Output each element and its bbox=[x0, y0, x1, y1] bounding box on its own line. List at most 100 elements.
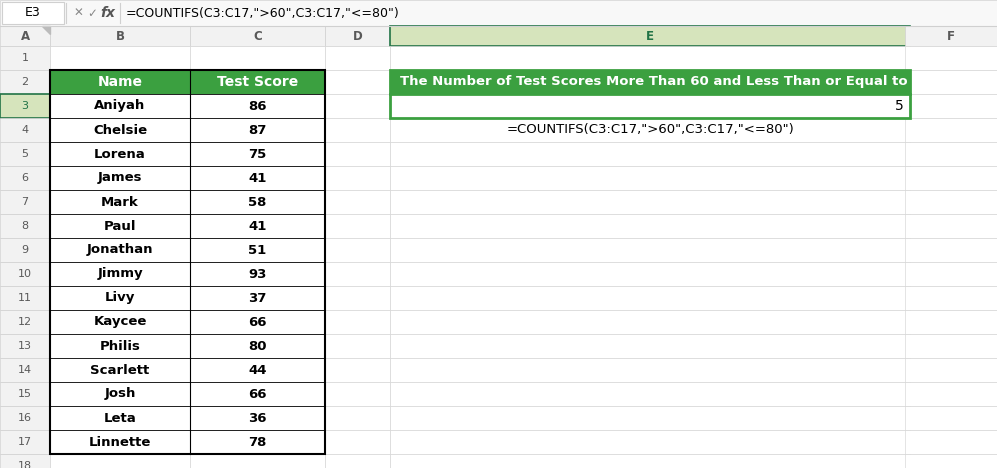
Bar bbox=[390, 214, 910, 238]
Bar bbox=[390, 118, 910, 142]
Bar bbox=[325, 454, 390, 468]
Bar bbox=[190, 262, 325, 286]
Bar bbox=[50, 166, 190, 190]
Bar bbox=[0, 454, 50, 468]
Text: The Number of Test Scores More Than 60 and Less Than or Equal to 80: The Number of Test Scores More Than 60 a… bbox=[400, 75, 931, 88]
Bar bbox=[905, 310, 997, 334]
Text: ✕: ✕ bbox=[73, 7, 83, 20]
Bar bbox=[50, 406, 190, 430]
Bar bbox=[325, 286, 390, 310]
Text: =COUNTIFS(C3:C17,">60",C3:C17,"<=80"): =COUNTIFS(C3:C17,">60",C3:C17,"<=80") bbox=[126, 7, 400, 20]
Bar bbox=[0, 166, 50, 190]
Text: =COUNTIFS(C3:C17,">60",C3:C17,"<=80"): =COUNTIFS(C3:C17,">60",C3:C17,"<=80") bbox=[506, 124, 794, 137]
Bar bbox=[190, 358, 325, 382]
Text: 36: 36 bbox=[248, 411, 267, 424]
Text: 16: 16 bbox=[18, 413, 32, 423]
Bar bbox=[50, 190, 190, 214]
Text: 4: 4 bbox=[22, 125, 29, 135]
Text: Kaycee: Kaycee bbox=[94, 315, 147, 329]
Bar bbox=[0, 26, 50, 46]
Bar bbox=[0, 190, 50, 214]
Bar bbox=[50, 142, 190, 166]
Text: 9: 9 bbox=[22, 245, 29, 255]
Bar bbox=[325, 382, 390, 406]
Bar bbox=[0, 334, 50, 358]
Text: Linnette: Linnette bbox=[89, 436, 152, 448]
Text: 51: 51 bbox=[248, 243, 266, 256]
Bar bbox=[50, 334, 190, 358]
Bar bbox=[50, 70, 190, 94]
Bar bbox=[190, 166, 325, 190]
Bar bbox=[190, 310, 325, 334]
Bar bbox=[325, 166, 390, 190]
Bar bbox=[905, 118, 997, 142]
Bar bbox=[190, 142, 325, 166]
Text: fx: fx bbox=[101, 6, 116, 20]
Text: 3: 3 bbox=[22, 101, 29, 111]
Bar bbox=[325, 142, 390, 166]
Text: James: James bbox=[98, 171, 143, 184]
Text: 87: 87 bbox=[248, 124, 266, 137]
Bar bbox=[0, 0, 997, 26]
Bar bbox=[905, 190, 997, 214]
Bar bbox=[50, 26, 190, 46]
Bar bbox=[905, 286, 997, 310]
Bar bbox=[905, 214, 997, 238]
Bar bbox=[905, 262, 997, 286]
Text: A: A bbox=[20, 29, 30, 43]
Text: C: C bbox=[253, 29, 262, 43]
Text: Test Score: Test Score bbox=[217, 75, 298, 89]
Bar bbox=[325, 262, 390, 286]
Bar bbox=[190, 118, 325, 142]
Bar bbox=[190, 214, 325, 238]
Bar bbox=[325, 94, 390, 118]
Polygon shape bbox=[42, 26, 50, 34]
Text: Lorena: Lorena bbox=[94, 147, 146, 161]
Bar bbox=[0, 430, 50, 454]
Text: 18: 18 bbox=[18, 461, 32, 468]
Text: 1: 1 bbox=[22, 53, 29, 63]
Text: 11: 11 bbox=[18, 293, 32, 303]
Bar bbox=[190, 70, 325, 94]
Text: 41: 41 bbox=[248, 219, 266, 233]
Text: 5: 5 bbox=[22, 149, 29, 159]
Text: Mark: Mark bbox=[101, 196, 139, 209]
Text: Josh: Josh bbox=[105, 388, 136, 401]
Bar bbox=[190, 46, 325, 70]
Bar bbox=[50, 70, 190, 94]
Bar bbox=[50, 118, 190, 142]
Text: 66: 66 bbox=[248, 388, 267, 401]
Text: Philis: Philis bbox=[100, 339, 141, 352]
Bar bbox=[390, 94, 910, 118]
Text: 37: 37 bbox=[248, 292, 266, 305]
Bar bbox=[905, 406, 997, 430]
Bar bbox=[325, 190, 390, 214]
Bar bbox=[390, 406, 910, 430]
Text: Chelsie: Chelsie bbox=[93, 124, 148, 137]
Text: 44: 44 bbox=[248, 364, 267, 376]
Bar bbox=[905, 334, 997, 358]
Bar bbox=[190, 454, 325, 468]
Bar bbox=[50, 70, 325, 454]
Bar bbox=[190, 190, 325, 214]
Bar bbox=[190, 406, 325, 430]
Bar bbox=[390, 46, 910, 70]
Bar bbox=[50, 286, 190, 310]
Bar bbox=[325, 334, 390, 358]
Bar bbox=[50, 46, 190, 70]
Bar bbox=[325, 70, 390, 94]
Bar bbox=[390, 94, 910, 118]
Bar bbox=[190, 286, 325, 310]
Text: ✓: ✓ bbox=[87, 7, 97, 20]
Text: 58: 58 bbox=[248, 196, 266, 209]
Bar bbox=[190, 334, 325, 358]
Bar bbox=[0, 358, 50, 382]
Bar bbox=[325, 118, 390, 142]
Text: 10: 10 bbox=[18, 269, 32, 279]
Bar bbox=[390, 70, 910, 94]
Text: 14: 14 bbox=[18, 365, 32, 375]
Bar bbox=[0, 118, 50, 142]
Text: E: E bbox=[646, 29, 654, 43]
Bar bbox=[325, 430, 390, 454]
Text: 7: 7 bbox=[22, 197, 29, 207]
